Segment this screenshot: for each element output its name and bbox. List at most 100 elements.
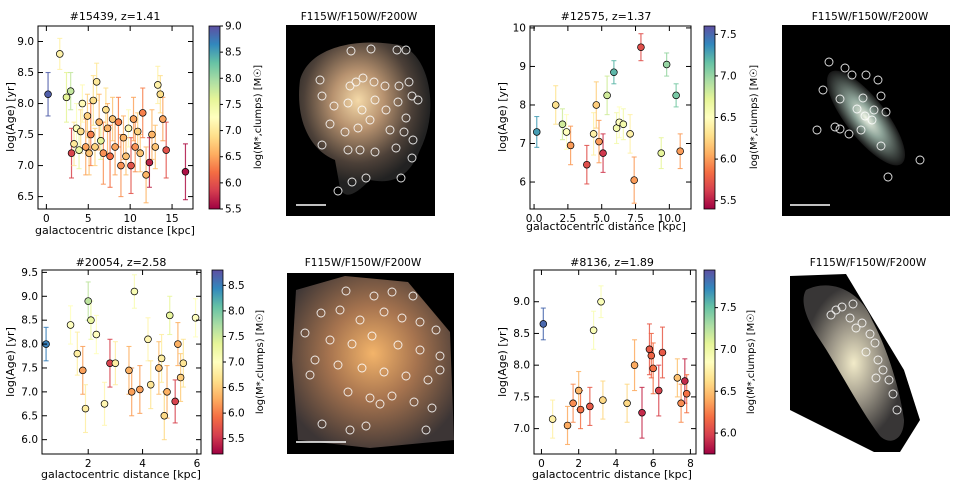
colorbar-label: log(M*,clumps) [M☉] [255,310,266,414]
data-point [70,140,78,148]
data-point [151,143,160,151]
x-tick-label: 0 [43,213,50,225]
data-point [551,101,560,109]
data-point [583,160,591,169]
data-point [79,366,87,375]
data-point [162,146,170,154]
galaxy-body [803,285,904,441]
data-point [138,109,147,117]
colorbar [703,269,716,455]
data-point [181,168,190,176]
data-point [592,101,601,109]
data-point [66,87,75,95]
data-point [539,320,548,328]
data-point [638,409,646,417]
data-point [75,146,83,154]
data-point [672,91,680,100]
colorbar [208,25,221,210]
colorbar-tick-label: 6.0 [228,408,245,420]
x-axis-label: galactocentric distance [kpc] [532,468,692,481]
scatter-panel-8136: #8136, z=1.89 0 2 4 6 8 7.0 7.5 8.0 8.5 9.0 gala… [496,256,757,481]
data-point [681,377,689,385]
scatter-panel-15439: #15439, z=1.41 0 5 10 15 6.5 7.0 7.5 8.0 8.5 9.0… [4,10,264,237]
colorbar-tick-label: 7.0 [228,357,245,369]
x-tick-label: 15 [165,213,178,225]
colorbar-tick-label: 7.0 [720,70,737,82]
data-point [576,405,585,414]
colorbar-label: log(M*,clumps) [M☉] [749,65,760,169]
y-axis-label: log(Age) [yr] [4,82,17,152]
data-point [73,349,82,358]
data-point [562,128,571,136]
galaxy-body [299,42,431,195]
y-tick-label: 6 [519,177,526,189]
data-point [131,143,139,151]
data-point [81,404,90,413]
data-point [589,326,598,335]
data-point [589,130,598,138]
clump-circles [315,44,423,196]
data-point [114,118,123,126]
x-axis-label: galactocentric distance [kpc] [41,468,201,481]
data-point [558,120,567,128]
plot-frame [37,25,194,210]
colorbar-tick-label: 5.5 [228,433,245,445]
chart-title: #20054, z=2.58 [76,256,167,269]
data-point [647,351,656,360]
data-point [122,152,130,161]
data-point [103,124,112,133]
colorbar-label: log(M*,clumps) [M☉] [746,310,757,414]
data-point [95,118,103,126]
colorbar-label: log(M*,clumps) [M☉] [253,65,264,169]
y-tick-label: 7.0 [21,386,38,398]
x-tick-label: 2 [575,458,582,470]
data-point [67,149,76,157]
colorbar-tick-label: 9.0 [225,21,242,33]
data-point [133,127,142,136]
y-tick-label: 8 [519,99,526,111]
data-point [142,171,150,179]
data-point [154,81,162,89]
galaxy-image-8136: F115W/F150W/F200W [784,257,951,454]
data-point [623,399,631,407]
data-point [85,149,93,157]
y-tick-label: 8.5 [17,67,34,79]
x-tick-label: 2 [85,458,92,470]
colorbar-tick-label: 6.5 [720,386,737,398]
data-point [127,161,135,170]
data-point [78,99,87,108]
y-tick-label: 10 [513,22,526,34]
data-point [657,149,665,157]
data-point [44,90,52,98]
data-point [111,359,120,367]
data-point [129,115,138,123]
data-point [165,311,174,320]
data-point [586,402,594,411]
y-tick-label: 9 [519,61,526,73]
y-axis-label: log(Age) [yr] [4,327,17,397]
x-axis-label: galactocentric distance [kpc] [35,224,195,237]
data-point [83,112,92,120]
data-point [82,143,90,151]
data-point [91,143,99,151]
data-point [102,105,110,114]
data-point [160,412,169,420]
colorbar-tick-label: 7.5 [228,331,245,343]
data-point [76,127,85,136]
data-point [87,316,95,324]
data-point [144,335,152,344]
y-tick-label: 7.5 [17,129,34,141]
data-point [163,388,171,396]
data-point [626,130,634,138]
colorbar-tick-label: 7.5 [720,29,737,41]
colorbar-tick-label: 8.0 [228,305,245,317]
plot-frame [529,25,692,210]
data-point [569,399,577,407]
x-tick-label: 0.0 [526,213,543,225]
data-point [619,120,628,128]
y-tick-label: 6.5 [17,191,34,203]
data-point [84,297,92,305]
data-point [62,93,71,102]
data-point [171,397,179,406]
y-tick-label: 7.5 [21,362,38,374]
